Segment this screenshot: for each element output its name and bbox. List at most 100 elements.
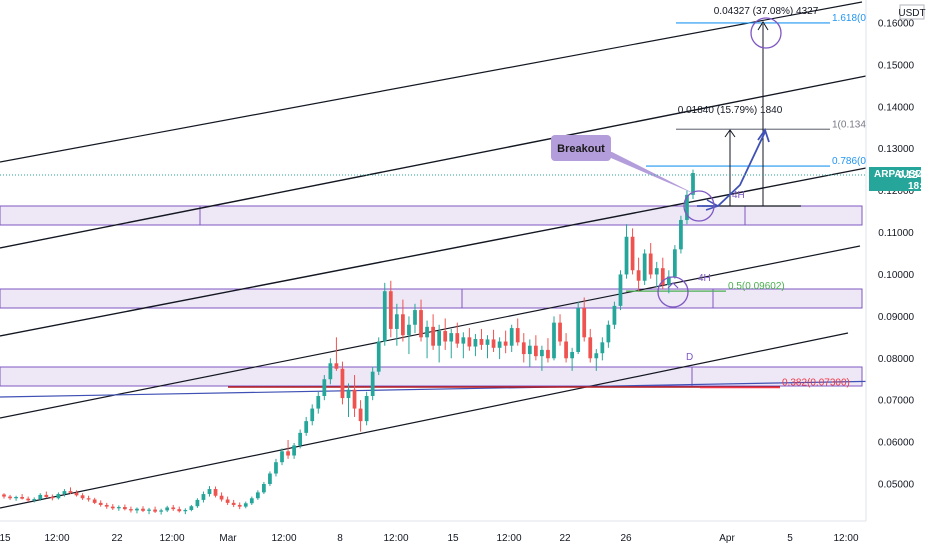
point-label-d: D [686,352,693,363]
candle-body [316,395,321,409]
candle-body [334,363,339,369]
candle-body [437,331,442,346]
measure-label-1: 0.04327 (37.08%) 4327 [714,6,819,17]
candle-body [382,291,387,342]
candle-body [189,506,194,510]
candle-body [262,484,266,493]
callout-box [551,135,611,161]
time-axis-ticks: 15 12:00 22 12:00 Mar 12:00 8 12:00 15 12:00 22 26 A… [0,533,859,544]
candle-body [618,274,623,306]
candle-body [358,408,363,422]
candle-body [636,270,641,281]
channel-line-2[interactable] [0,75,867,249]
candle-body [491,339,496,348]
symbol-tag-box [870,168,898,179]
candle-body [588,337,593,359]
channel-line-5[interactable] [0,332,849,509]
candle-body [231,502,236,505]
price-tick-label: 0.11000 [878,228,914,239]
price-tick-label: 0.08000 [878,354,915,365]
retest-circle[interactable] [657,276,689,308]
candle-body [394,314,399,329]
time-tick-label: Apr [719,533,735,544]
time-tick-label: 15 [0,533,11,544]
candle-body [407,324,411,336]
candle-body [135,508,139,511]
candle-body [340,368,345,399]
candle-body [62,491,67,495]
candle-body [328,363,333,380]
candle-body [582,307,587,338]
candle-body [32,499,37,501]
candle-body [2,494,6,497]
candle-body [455,333,460,344]
currency-label: USDT [898,8,925,19]
candle-body [600,342,605,354]
candle-body [147,509,151,511]
candle-body [165,507,170,511]
price-tick-label: 0.05000 [878,480,915,491]
candle-body [594,353,599,359]
candle-body [642,253,647,281]
candle-body [431,326,435,346]
time-tick-label: 12:00 [159,533,184,544]
candle-body [322,379,327,396]
breakout-circle[interactable] [683,190,715,222]
candle-body [201,494,206,500]
price-axis-ticks: 0.16000 0.15000 0.14000 0.13000 0.12000 0.110… [878,19,915,491]
candle-body [98,502,103,505]
measure-label-2: 0.01840 (15.79%) 1840 [678,105,783,116]
trendline-blue[interactable] [0,380,889,398]
candle-body [479,338,484,345]
candle-body [467,337,472,347]
price-tick-label: 0.15000 [878,60,915,71]
candle-body [370,371,375,396]
candle-body [401,314,405,336]
candle-body [195,499,200,507]
time-tick-label: 8 [337,533,343,544]
time-tick-label: 22 [559,533,571,544]
candle-body [497,341,502,348]
fib-level-label: 0.5(0.09602) [728,281,785,292]
time-tick-label: 12:00 [271,533,296,544]
price-tick-label: 0.09000 [878,312,915,323]
candle-body [527,345,532,355]
candle-body [110,506,115,509]
candle-body [8,496,12,499]
time-tick-label: 12:00 [383,533,408,544]
candle-body [461,337,466,344]
channel-line-4[interactable] [0,245,861,419]
candle-body [509,328,514,346]
candle-body [515,328,520,343]
candle-body [213,489,218,496]
projection-path[interactable] [697,131,766,207]
candle-body [558,322,562,342]
breakout-callout[interactable]: Breakout [551,135,697,195]
candle-body [533,345,538,357]
channel-line-1[interactable] [0,1,863,163]
candle-body [249,498,254,504]
candle-body [44,494,49,497]
candle-body [153,509,157,512]
symbol-tag: ARPAUSDT [874,169,929,180]
countdown-tag: 18:55 [908,181,932,192]
price-tag: ARPAUSDT 0.12423 18:55 [869,167,932,192]
last-price-tag: 0.12423 [898,170,932,181]
candle-body [243,503,248,507]
currency-box[interactable] [899,4,925,20]
candle-body [80,495,85,499]
price-axis[interactable] [866,0,932,550]
time-tick-label: 12:00 [44,533,69,544]
channel-line-3[interactable] [0,167,867,337]
time-axis[interactable] [0,521,932,550]
time-tick-label: 26 [620,533,632,544]
candle-body [50,496,55,499]
time-tick-label: Mar [219,533,237,544]
candle-body [660,268,665,285]
candle-body [225,499,230,503]
candle-body [672,249,677,277]
callout-text: Breakout [557,143,605,155]
candle-body [171,507,176,510]
target-circle[interactable] [750,17,782,49]
